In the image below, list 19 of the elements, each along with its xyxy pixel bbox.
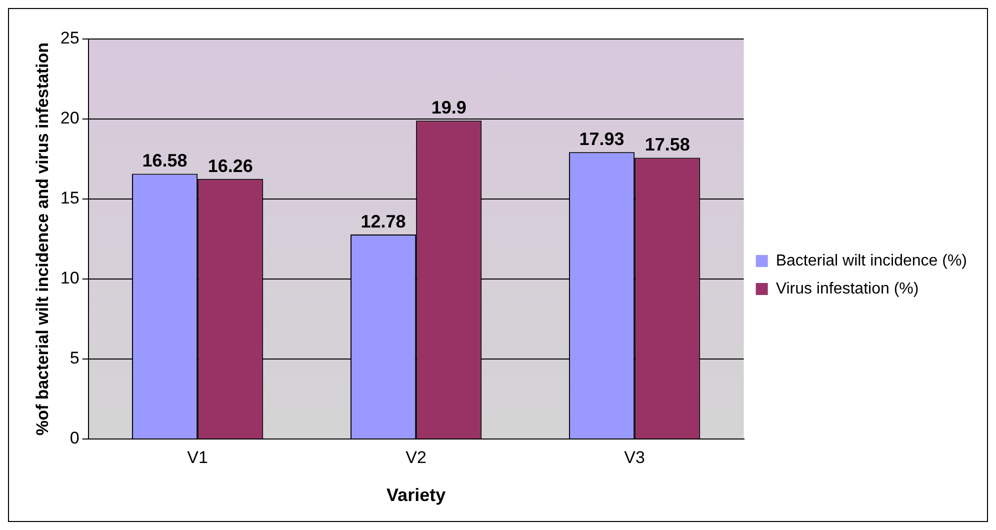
- data-label: 19.9: [431, 98, 466, 118]
- x-tick-label: V2: [406, 448, 426, 467]
- y-tick-label: 20: [60, 108, 80, 128]
- x-axis-title: Variety: [386, 485, 446, 506]
- data-label: 16.26: [208, 156, 253, 176]
- y-tick-label: 15: [60, 188, 80, 208]
- legend-label: Virus infestation (%): [776, 280, 919, 298]
- y-tick-label: 10: [60, 268, 80, 288]
- x-tick-label: V1: [187, 448, 208, 467]
- data-label: 12.78: [360, 211, 406, 232]
- data-label: 16.58: [142, 150, 188, 171]
- data-label: 17.58: [644, 134, 690, 155]
- legend-label: Bacterial wilt incidence (%): [776, 252, 968, 270]
- x-tick-label: V3: [624, 448, 645, 467]
- y-tick-label: 5: [70, 348, 80, 368]
- y-tick-label: 0: [70, 428, 80, 448]
- y-axis-title: %of bacterial wilt incidence and virus infestation: [32, 42, 52, 436]
- y-tick-label: 25: [60, 28, 80, 48]
- data-label: 17.93: [579, 129, 624, 150]
